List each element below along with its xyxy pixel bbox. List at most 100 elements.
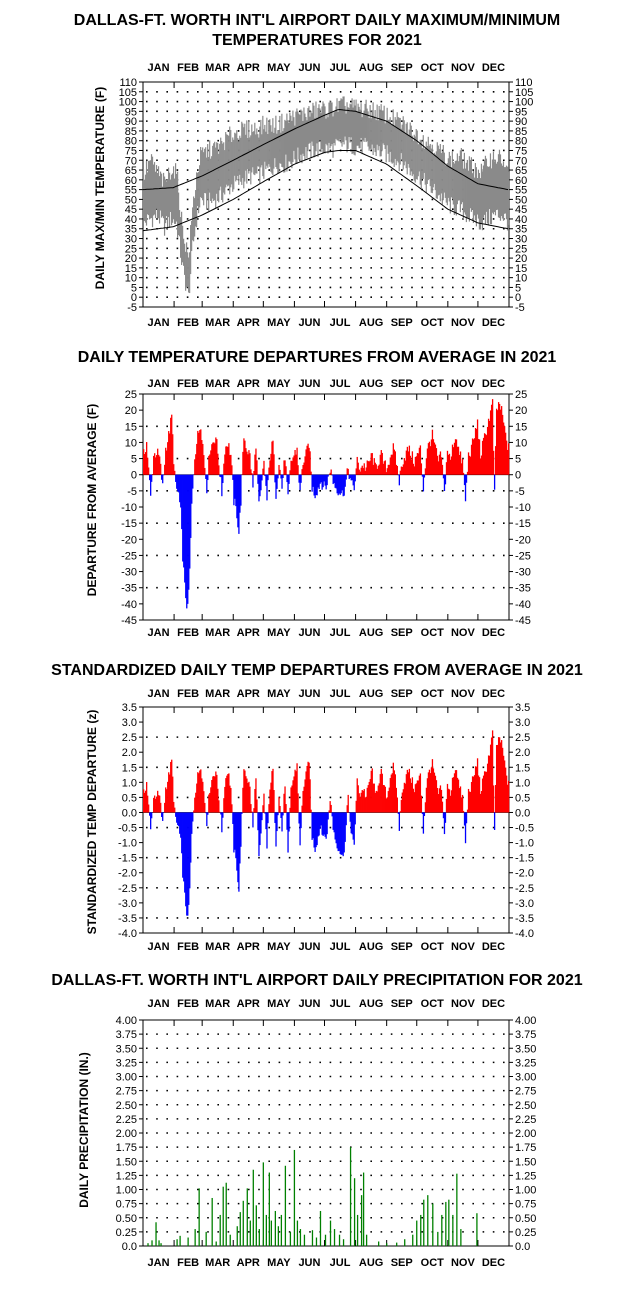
standardized-departure-bar	[424, 812, 425, 816]
standardized-month-label-bottom: FEB	[177, 941, 199, 953]
departure-y-tick-label-right: -5	[515, 486, 525, 498]
standardized-departure-bar	[241, 812, 242, 813]
standardized-departure-bar	[462, 795, 463, 813]
standardized-month-label-top: SEP	[391, 688, 413, 700]
precipitation-y-tick-label-right: 2.50	[515, 1100, 536, 1112]
precipitation-y-tick-label-right: 0.75	[515, 1199, 536, 1211]
standardized-departure-bar	[397, 798, 398, 813]
departure-departure-bar	[346, 475, 347, 480]
precipitation-y-tick-label-right: 2.00	[515, 1128, 536, 1140]
precipitation-month-label-top: MAR	[205, 998, 230, 1010]
departure-month-label-top: JUN	[298, 378, 320, 390]
precipitation-y-tick-label-left: 2.50	[116, 1100, 137, 1112]
departure-departure-bar	[421, 463, 422, 474]
standardized-month-label-top: NOV	[451, 688, 476, 700]
temperature-month-label-top: JAN	[148, 62, 170, 74]
standardized-y-tick-label-right: 2.5	[515, 732, 530, 744]
standardized-y-tick-label-right: -2.0	[515, 868, 534, 880]
standardized-departure-bar	[493, 785, 494, 812]
standardized-departure-bar	[310, 810, 311, 813]
standardized-month-label-top: MAY	[267, 688, 291, 700]
departure-y-tick-label-right: 20	[515, 405, 527, 417]
temperature-month-label-bottom: AUG	[359, 317, 383, 329]
standardized-departure-bar	[276, 812, 277, 831]
departure-departure-bar	[285, 466, 286, 474]
standardized-month-label-top: MAR	[205, 688, 230, 700]
temperature-month-label-top: JUL	[330, 62, 351, 74]
departure-departure-bar	[442, 465, 443, 475]
departure-title: DAILY TEMPERATURE DEPARTURES FROM AVERAG…	[78, 349, 557, 366]
standardized-departure-bar	[331, 805, 332, 813]
standardized-y-tick-label-right: 1.0	[515, 777, 530, 789]
standardized-departure-bar	[399, 812, 400, 830]
standardized-departure-bar	[162, 812, 163, 820]
standardized-departure-bar	[252, 812, 253, 827]
departure-month-label-bottom: AUG	[359, 627, 383, 639]
precipitation-y-tick-label-right: 1.50	[515, 1156, 536, 1168]
departure-departure-bar	[267, 475, 268, 480]
precipitation-y-tick-label-left: 0.25	[116, 1227, 137, 1239]
standardized-month-label-top: OCT	[421, 688, 445, 700]
precipitation-y-tick-label-right: 0.25	[515, 1227, 536, 1239]
precipitation-month-label-top: MAY	[267, 998, 291, 1010]
precipitation-month-label-top: JUN	[298, 998, 320, 1010]
precipitation-month-label-bottom: SEP	[391, 1257, 413, 1269]
departure-departure-bar	[463, 473, 464, 475]
departure-departure-bar	[355, 475, 356, 482]
precipitation-y-tick-label-right: 1.75	[515, 1142, 536, 1154]
standardized-y-tick-label-left: -1.5	[118, 853, 137, 865]
standardized-y-tick-label-right: 0.0	[515, 807, 530, 819]
standardized-departure-bar	[297, 793, 298, 812]
departure-departure-bar	[162, 475, 163, 484]
standardized-departure-bar	[466, 812, 467, 823]
precipitation-month-label-top: APR	[237, 998, 260, 1010]
temperature-month-label-bottom: APR	[237, 317, 260, 329]
departure-departure-bar	[163, 475, 164, 476]
standardized-departure-bar	[445, 812, 446, 822]
standardized-y-tick-label-right: -3.0	[515, 898, 534, 910]
departure-y-tick-label-right: -15	[515, 518, 531, 530]
departure-departure-bar	[282, 475, 283, 478]
standardized-month-label-bottom: JUN	[298, 941, 320, 953]
departure-departure-bar	[192, 475, 193, 489]
precipitation-month-label-top: DEC	[482, 998, 505, 1010]
standardized-departure-bar	[250, 804, 251, 812]
standardized-y-tick-label-left: 0.0	[122, 807, 137, 819]
departure-y-tick-label-left: -45	[121, 615, 137, 627]
standardized-y-axis-label: STANDARDIZED TEMP DEPARTURE (z)	[85, 710, 99, 935]
standardized-departure-bar	[263, 794, 264, 813]
standardized-y-tick-label-left: -2.5	[118, 883, 137, 895]
departure-y-tick-label-left: -20	[121, 534, 137, 546]
standardized-month-label-bottom: SEP	[391, 941, 413, 953]
precipitation-month-label-top: FEB	[177, 998, 199, 1010]
departure-y-tick-label-right: -20	[515, 534, 531, 546]
standardized-month-label-bottom: DEC	[482, 941, 505, 953]
departure-departure-bar	[309, 451, 310, 474]
departure-departure-bar	[493, 451, 494, 475]
temperature-month-label-bottom: DEC	[482, 317, 505, 329]
departure-y-tick-label-left: 15	[125, 421, 137, 433]
departure-departure-bar	[231, 465, 232, 474]
departure-departure-bar	[277, 475, 278, 479]
departure-y-tick-label-left: 0	[131, 470, 137, 482]
standardized-month-label-top: JUL	[330, 688, 351, 700]
standardized-departure-bar	[355, 812, 356, 824]
precipitation-y-tick-label-left: 0.50	[116, 1213, 137, 1225]
precipitation-month-label-top: JUL	[330, 998, 351, 1010]
precipitation-month-label-top: AUG	[359, 998, 383, 1010]
precipitation-month-label-bottom: DEC	[482, 1257, 505, 1269]
standardized-month-label-bottom: JUL	[330, 941, 351, 953]
departure-departure-bar	[310, 472, 311, 475]
precipitation-month-label-bottom: NOV	[451, 1257, 476, 1269]
precipitation-month-label-top: JAN	[148, 998, 170, 1010]
departure-departure-bar	[328, 475, 329, 477]
departure-departure-bar	[218, 465, 219, 474]
standardized-departure-bar	[231, 804, 232, 812]
temperature-month-label-top: SEP	[391, 62, 413, 74]
precipitation-chart: DALLAS-FT. WORTH INT'L AIRPORT DAILY PRE…	[51, 972, 582, 1269]
departure-y-tick-label-left: -15	[121, 518, 137, 530]
standardized-month-label-top: APR	[237, 688, 260, 700]
precipitation-month-label-top: NOV	[451, 998, 476, 1010]
